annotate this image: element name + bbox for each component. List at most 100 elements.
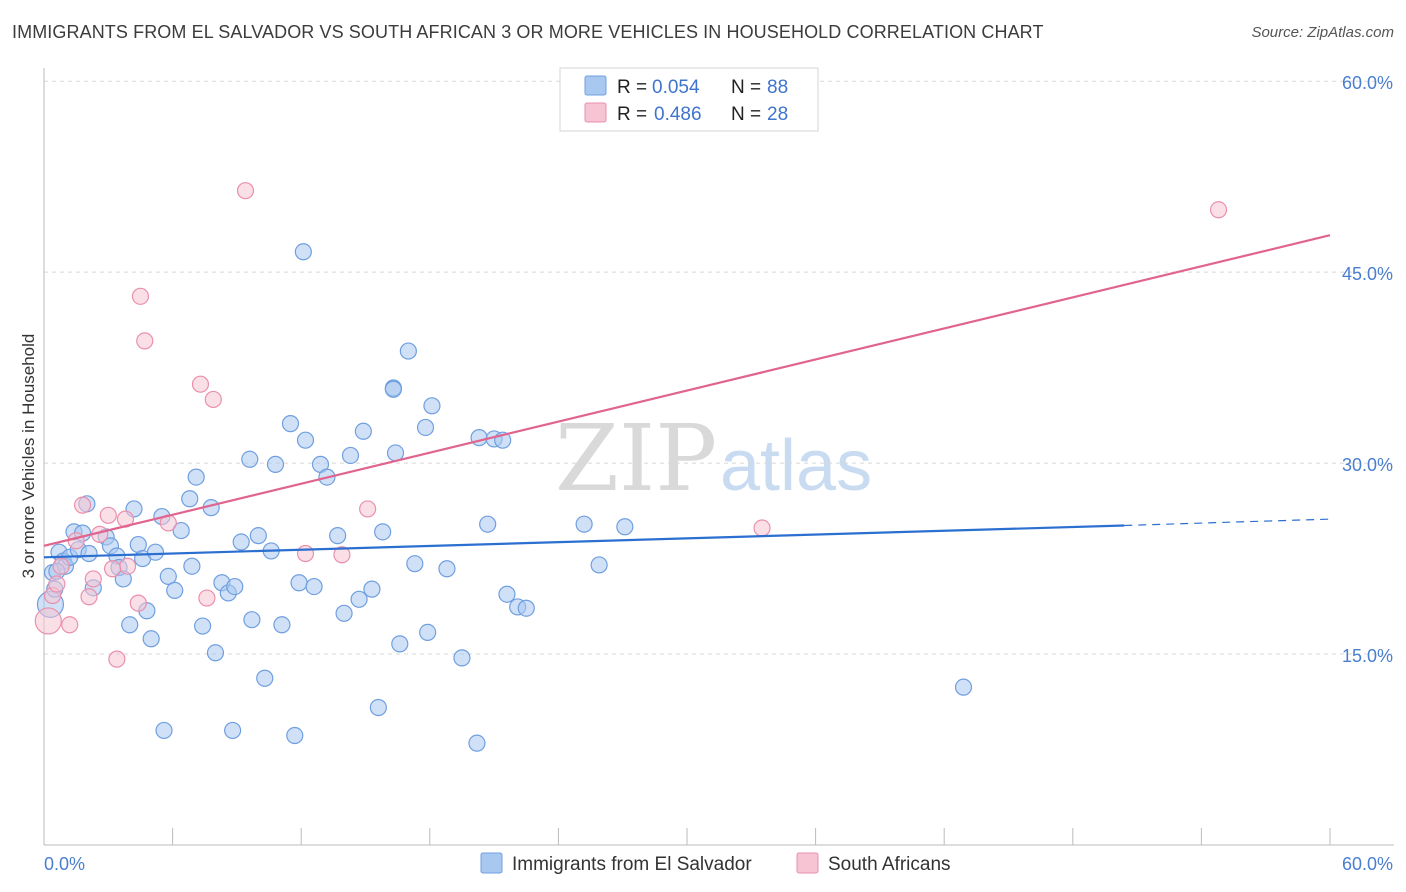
watermark-zip: ZIP <box>555 405 717 512</box>
point-el-salvador <box>146 543 165 561</box>
point-el-salvador <box>142 630 160 648</box>
point-el-salvador <box>391 635 409 653</box>
bottom-legend-swatch-blue <box>480 852 503 874</box>
x-tick-label: 0.0% <box>44 854 85 874</box>
point-south-africans <box>48 575 66 593</box>
point-el-salvador <box>224 721 242 740</box>
point-south-africans <box>61 616 79 634</box>
point-el-salvador <box>273 616 291 634</box>
top-legend: R = 0.054 N = 88 R = 0.486 N = 28 <box>559 67 819 132</box>
legend-r-value-blue: 0.054 <box>652 77 700 98</box>
point-el-salvador <box>80 544 98 563</box>
point-el-salvador <box>290 574 308 592</box>
bottom-legend-label-blue: Immigrants from El Salvador <box>512 854 752 875</box>
point-el-salvador <box>226 577 244 596</box>
point-south-africans <box>52 557 70 575</box>
legend-r-label-pink: R = <box>617 104 647 125</box>
point-el-salvador <box>181 490 199 508</box>
point-el-salvador <box>419 623 437 642</box>
point-south-africans <box>99 506 117 524</box>
trend-line-south-africans <box>43 234 1331 547</box>
point-el-salvador <box>286 726 304 745</box>
x-tick-labels: 0.0% 60.0% <box>44 854 1393 874</box>
bottom-legend: Immigrants from El Salvador South Africa… <box>480 852 951 875</box>
legend-n-value-pink: 28 <box>767 104 788 125</box>
watermark-atlas: atlas <box>720 426 872 506</box>
point-el-salvador <box>187 468 205 486</box>
point-south-africans <box>118 557 137 575</box>
y-tick-label: 15.0% <box>1342 646 1393 666</box>
point-el-salvador <box>369 698 387 717</box>
point-el-salvador <box>281 415 300 433</box>
trend-line-el-salvador-extension <box>1124 518 1331 527</box>
legend-n-label-blue: N = <box>731 77 761 98</box>
point-el-salvador <box>399 342 417 360</box>
point-el-salvador <box>590 556 608 574</box>
point-el-salvador <box>341 446 360 465</box>
point-south-africans <box>136 332 154 350</box>
point-south-africans <box>204 390 222 409</box>
point-el-salvador <box>121 616 139 634</box>
point-el-salvador <box>470 429 488 447</box>
point-el-salvador <box>206 644 225 662</box>
point-el-salvador <box>384 380 402 398</box>
point-el-salvador <box>166 581 184 600</box>
point-el-salvador <box>159 567 177 585</box>
point-el-salvador <box>423 397 441 415</box>
point-el-salvador <box>374 523 392 541</box>
point-south-africans <box>753 519 771 537</box>
point-el-salvador <box>354 422 372 440</box>
point-el-salvador <box>616 518 634 536</box>
point-el-salvador <box>498 585 516 603</box>
legend-r-label-blue: R = <box>617 77 647 98</box>
point-south-africans <box>108 650 126 668</box>
point-el-salvador <box>479 515 497 533</box>
legend-swatch-blue <box>584 75 607 96</box>
y-tick-label: 60.0% <box>1342 73 1393 93</box>
bottom-legend-label-pink: South Africans <box>828 854 951 875</box>
point-el-salvador <box>438 560 456 578</box>
point-south-africans <box>129 594 147 612</box>
series-el-salvador <box>36 243 973 752</box>
bottom-legend-swatch-pink <box>796 852 819 874</box>
watermark: ZIP atlas <box>555 405 872 512</box>
point-south-africans <box>84 570 102 588</box>
legend-r-value-pink: 0.486 <box>654 104 702 125</box>
point-south-africans <box>80 588 98 606</box>
y-axis-label: 3 or more Vehicles in Household <box>19 334 38 579</box>
point-south-africans <box>296 544 315 563</box>
legend-swatch-pink <box>584 102 607 123</box>
point-south-africans <box>34 607 62 635</box>
point-south-africans <box>191 375 210 393</box>
point-south-africans <box>131 287 150 305</box>
point-el-salvador <box>256 669 274 687</box>
point-el-salvador <box>183 557 201 575</box>
point-el-salvador <box>363 580 381 598</box>
trend-line-el-salvador <box>43 524 1125 559</box>
legend-n-label-pink: N = <box>731 104 761 125</box>
point-el-salvador <box>335 604 353 622</box>
legend-n-value-blue: 88 <box>767 77 788 98</box>
point-south-africans <box>333 546 351 564</box>
point-south-africans <box>67 532 85 550</box>
trend-lines <box>43 234 1331 559</box>
point-el-salvador <box>241 450 259 468</box>
point-el-salvador <box>575 515 593 533</box>
gridlines <box>44 80 1394 655</box>
point-el-salvador <box>517 599 535 617</box>
point-south-africans <box>103 560 122 578</box>
point-el-salvador <box>954 678 973 696</box>
point-el-salvador <box>294 243 312 261</box>
point-south-africans <box>198 589 216 607</box>
point-south-africans <box>1209 201 1228 219</box>
point-el-salvador <box>416 418 435 437</box>
y-tick-label: 30.0% <box>1342 455 1393 475</box>
y-tick-label: 45.0% <box>1342 264 1393 284</box>
x-tick-label: 60.0% <box>1342 854 1393 874</box>
point-el-salvador <box>194 617 212 635</box>
point-el-salvador <box>266 455 285 473</box>
point-el-salvador <box>172 521 190 540</box>
y-tick-labels: 15.0% 30.0% 45.0% 60.0% <box>1342 73 1393 666</box>
point-south-africans <box>236 182 255 200</box>
